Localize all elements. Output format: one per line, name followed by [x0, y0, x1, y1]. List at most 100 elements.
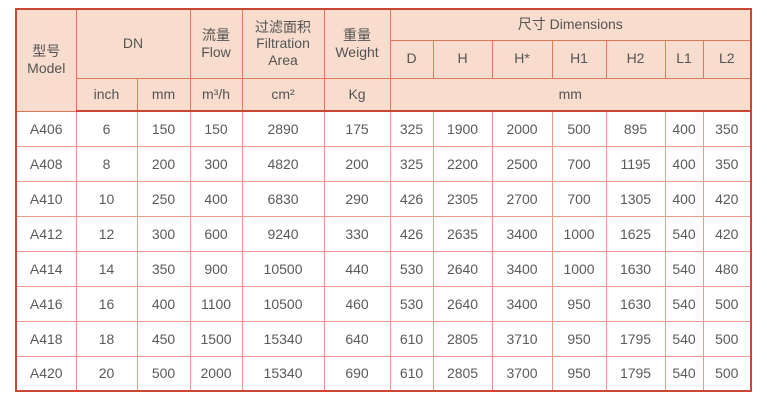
cell-dim-h1: 950 — [551, 285, 607, 322]
cell-dim-hstar: 3400 — [491, 250, 553, 287]
unit-dn-mm: mm — [136, 77, 191, 112]
cell-dim-h1: 1000 — [551, 250, 607, 287]
cell-dim-h: 2640 — [432, 250, 493, 287]
cell-filtration-area: 9240 — [241, 215, 325, 252]
cell-weight: 690 — [323, 355, 391, 392]
cell-model: A416 — [15, 285, 77, 322]
cell-dim-d: 325 — [389, 145, 434, 182]
cell-dim-l2: 500 — [702, 320, 752, 357]
cell-dim-d: 325 — [389, 110, 434, 147]
cell-dim-h: 2805 — [432, 355, 493, 392]
cell-dim-h: 2805 — [432, 320, 493, 357]
unit-filtration: cm² — [241, 77, 325, 112]
cell-dim-h2: 895 — [605, 110, 666, 147]
col-header-model-zh: 型号 — [32, 43, 61, 60]
cell-dim-h2: 1625 — [605, 215, 666, 252]
cell-filtration-area: 4820 — [241, 145, 325, 182]
cell-dim-l2: 350 — [702, 110, 752, 147]
cell-dn-inch: 20 — [75, 355, 138, 392]
cell-model: A408 — [15, 145, 77, 182]
cell-dim-l1: 400 — [664, 180, 704, 217]
col-header-flow-en: Flow — [201, 43, 231, 60]
col-header-flow: 流量 Flow — [189, 8, 243, 79]
cell-model: A420 — [15, 355, 77, 392]
cell-dn-mm: 450 — [136, 320, 191, 357]
cell-flow: 2000 — [189, 355, 243, 392]
cell-dn-inch: 16 — [75, 285, 138, 322]
col-header-weight-zh: 重量 — [343, 26, 372, 43]
col-header-dimensions: 尺寸 Dimensions — [389, 8, 752, 41]
col-header-dim-d: D — [389, 39, 434, 79]
cell-dim-d: 530 — [389, 250, 434, 287]
cell-dim-h1: 500 — [551, 110, 607, 147]
cell-weight: 460 — [323, 285, 391, 322]
cell-dim-hstar: 3400 — [491, 215, 553, 252]
cell-model: A418 — [15, 320, 77, 357]
cell-flow: 300 — [189, 145, 243, 182]
cell-dn-mm: 350 — [136, 250, 191, 287]
table-row: A410 10 250 400 6830 290 426 2305 2700 7… — [15, 180, 752, 217]
col-header-dim-h1: H1 — [551, 39, 607, 79]
col-header-dim-hstar: H* — [491, 39, 553, 79]
table-row: A406 6 150 150 2890 175 325 1900 2000 50… — [15, 110, 752, 147]
unit-flow: m³/h — [189, 77, 243, 112]
table-row: A416 16 400 1100 10500 460 530 2640 3400… — [15, 285, 752, 322]
cell-dim-h2: 1195 — [605, 145, 666, 182]
cell-weight: 440 — [323, 250, 391, 287]
cell-dim-l1: 400 — [664, 110, 704, 147]
cell-dim-h: 1900 — [432, 110, 493, 147]
col-header-filtration-zh: 过滤面积 — [255, 18, 312, 35]
cell-dim-hstar: 2000 — [491, 110, 553, 147]
cell-filtration-area: 15340 — [241, 320, 325, 357]
cell-dim-l2: 480 — [702, 250, 752, 287]
cell-dn-inch: 6 — [75, 110, 138, 147]
cell-dim-h2: 1305 — [605, 180, 666, 217]
cell-dim-h2: 1630 — [605, 250, 666, 287]
cell-dim-l1: 540 — [664, 320, 704, 357]
table-row: A420 20 500 2000 15340 690 610 2805 3700… — [15, 355, 752, 392]
cell-dim-h2: 1795 — [605, 355, 666, 392]
cell-dim-h: 2640 — [432, 285, 493, 322]
cell-dim-l1: 540 — [664, 215, 704, 252]
cell-filtration-area: 10500 — [241, 285, 325, 322]
cell-dim-d: 610 — [389, 320, 434, 357]
cell-dim-l1: 400 — [664, 145, 704, 182]
col-header-model-en: Model — [27, 60, 66, 77]
col-header-dim-h2: H2 — [605, 39, 666, 79]
cell-weight: 330 — [323, 215, 391, 252]
cell-weight: 640 — [323, 320, 391, 357]
cell-dim-h2: 1630 — [605, 285, 666, 322]
col-header-dn: DN — [75, 8, 191, 79]
unit-dimensions: mm — [389, 77, 752, 112]
cell-flow: 1100 — [189, 285, 243, 322]
cell-dim-h1: 950 — [551, 320, 607, 357]
cell-dn-mm: 400 — [136, 285, 191, 322]
cell-dim-d: 426 — [389, 215, 434, 252]
cell-dn-mm: 300 — [136, 215, 191, 252]
cell-dim-h: 2305 — [432, 180, 493, 217]
cell-weight: 200 — [323, 145, 391, 182]
cell-dim-hstar: 3400 — [491, 285, 553, 322]
col-header-filtration-en2: Area — [268, 52, 298, 69]
cell-filtration-area: 10500 — [241, 250, 325, 287]
col-header-weight: 重量 Weight — [323, 8, 391, 79]
cell-dim-h: 2200 — [432, 145, 493, 182]
cell-dim-l1: 540 — [664, 285, 704, 322]
cell-dim-hstar: 2700 — [491, 180, 553, 217]
cell-dim-l1: 540 — [664, 250, 704, 287]
cell-dim-h1: 700 — [551, 145, 607, 182]
col-header-model: 型号 Model — [15, 8, 77, 112]
cell-weight: 175 — [323, 110, 391, 147]
cell-dim-h2: 1795 — [605, 320, 666, 357]
table-row: A408 8 200 300 4820 200 325 2200 2500 70… — [15, 145, 752, 182]
cell-dim-d: 530 — [389, 285, 434, 322]
cell-weight: 290 — [323, 180, 391, 217]
cell-dim-hstar: 3700 — [491, 355, 553, 392]
cell-dn-mm: 200 — [136, 145, 191, 182]
cell-flow: 600 — [189, 215, 243, 252]
cell-model: A412 — [15, 215, 77, 252]
cell-flow: 1500 — [189, 320, 243, 357]
cell-dim-d: 426 — [389, 180, 434, 217]
unit-weight: Kg — [323, 77, 391, 112]
cell-dn-inch: 18 — [75, 320, 138, 357]
